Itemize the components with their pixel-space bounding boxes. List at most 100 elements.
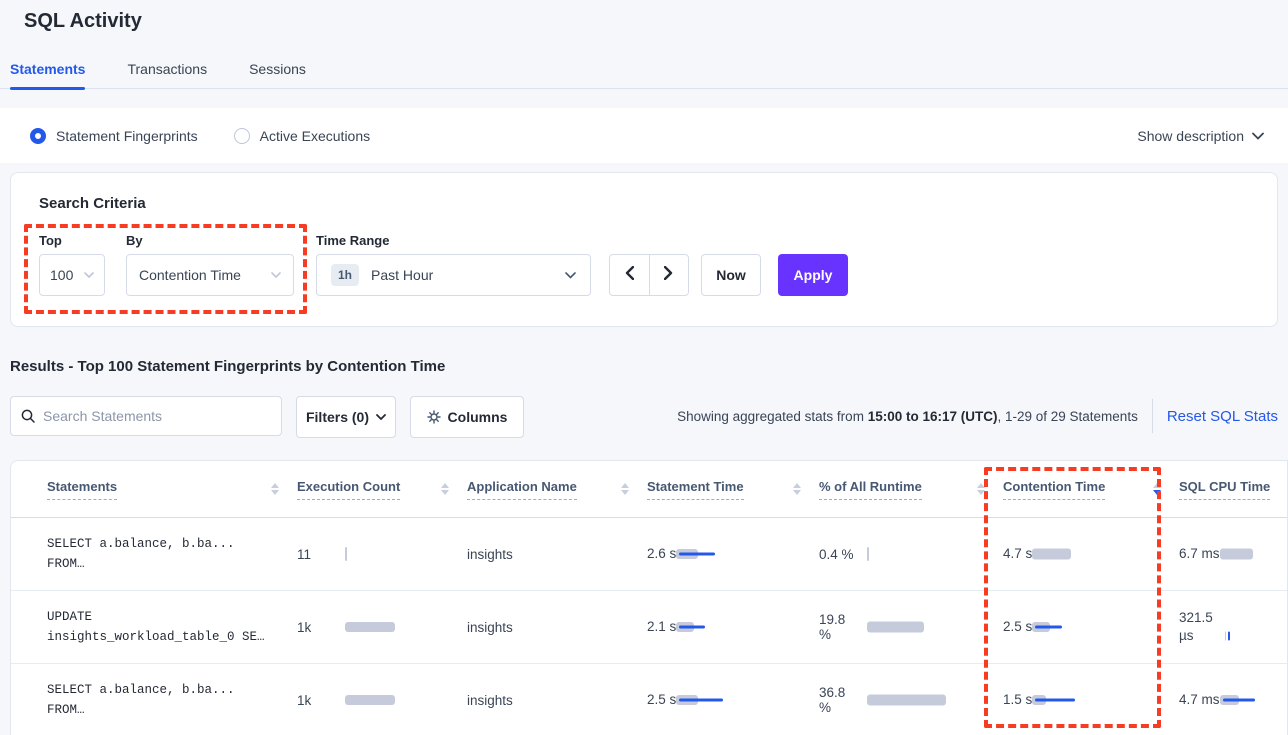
sort-icon	[621, 483, 629, 495]
contention-time-cell: 1.5 s	[1003, 691, 1179, 709]
time-range-badge: 1h	[331, 264, 360, 286]
radio-unselected-icon	[233, 127, 250, 144]
chevron-down-icon	[565, 271, 576, 279]
sort-icon	[271, 483, 279, 495]
runtime-percent-cell: 19.8 %	[819, 612, 1003, 642]
search-criteria-title: Search Criteria	[39, 195, 146, 212]
now-button[interactable]: Now	[701, 254, 761, 296]
tab-bar: Statements Transactions Sessions	[0, 55, 1288, 90]
sql-cpu-time-cell: 6.7 ms	[1179, 545, 1287, 563]
chevron-down-icon	[1252, 132, 1264, 140]
runtime-percent-cell: 0.4 %	[819, 546, 1003, 562]
execution-count-bar	[345, 619, 405, 635]
table-header-row: Statements Execution Count Application N…	[11, 461, 1287, 518]
column-header-statements[interactable]: Statements	[47, 461, 297, 517]
column-label: Contention Time	[1003, 479, 1106, 500]
search-statements-input[interactable]	[43, 408, 271, 424]
time-range-label: Time Range	[316, 233, 390, 248]
column-header-sql-cpu-time[interactable]: SQL CPU Time	[1179, 461, 1287, 517]
top-select-value: 100	[50, 267, 74, 283]
view-toggle-bar: Statement Fingerprints Active Executions…	[0, 108, 1288, 163]
application-name-cell: insights	[467, 546, 513, 562]
statement-time-cell: 2.5 s	[647, 691, 819, 709]
by-select-value: Contention Time	[139, 267, 241, 283]
tab-transactions[interactable]: Transactions	[127, 61, 208, 77]
tab-statements[interactable]: Statements	[10, 55, 86, 90]
table-row: UPDATE insights_workload_table_0 SE… 1k …	[11, 591, 1287, 664]
tab-sessions[interactable]: Sessions	[249, 61, 306, 77]
show-description-toggle[interactable]: Show description	[1137, 128, 1264, 144]
show-description-label: Show description	[1137, 127, 1244, 144]
apply-button[interactable]: Apply	[778, 254, 848, 296]
time-range-value: Past Hour	[371, 267, 434, 283]
column-header-statement-time[interactable]: Statement Time	[647, 461, 819, 517]
by-select[interactable]: Contention Time	[126, 254, 294, 296]
columns-label: Columns	[447, 409, 508, 425]
execution-count-cell: 11	[297, 546, 467, 562]
column-label: SQL CPU Time	[1179, 479, 1271, 500]
table-row: SELECT a.balance, b.ba... FROM… 1k insig…	[11, 664, 1287, 735]
sort-icon	[441, 483, 449, 495]
statement-time-cell: 2.1 s	[647, 618, 819, 636]
radio-selected-icon	[30, 127, 46, 144]
runtime-percent-bar	[867, 546, 927, 562]
filters-button[interactable]: Filters (0)	[296, 396, 396, 438]
divider	[1151, 399, 1153, 433]
chevron-down-icon	[376, 414, 386, 420]
sql-cpu-time-cell: 4.7 ms	[1179, 691, 1287, 709]
radio-active-executions[interactable]: Active Executions	[233, 127, 371, 144]
sort-icon	[977, 483, 985, 495]
column-label: Statement Time	[647, 479, 744, 500]
sql-cpu-time-cell: 321.5 µs	[1179, 609, 1287, 645]
application-name-cell: insights	[467, 692, 513, 708]
column-label: Statements	[47, 479, 118, 500]
radio-statement-fingerprints[interactable]: Statement Fingerprints	[30, 127, 198, 144]
runtime-percent-bar	[867, 619, 927, 635]
column-label: Execution Count	[297, 479, 401, 500]
statement-time-cell: 2.6 s	[647, 545, 819, 563]
column-header-application-name[interactable]: Application Name	[467, 461, 647, 517]
results-heading: Results - Top 100 Statement Fingerprints…	[10, 358, 446, 375]
filters-label: Filters (0)	[305, 409, 369, 425]
column-header-execution-count[interactable]: Execution Count	[297, 461, 467, 517]
top-label: Top	[39, 233, 62, 248]
column-label: % of All Runtime	[819, 479, 922, 500]
chevron-left-icon	[625, 265, 634, 285]
column-header-contention-time[interactable]: Contention Time	[1003, 461, 1179, 517]
by-label: By	[126, 233, 143, 248]
statement-link[interactable]: SELECT a.balance, b.ba... FROM…	[47, 683, 235, 717]
application-name-cell: insights	[467, 619, 513, 635]
contention-time-cell: 4.7 s	[1003, 545, 1179, 563]
chevron-right-icon	[664, 265, 673, 285]
execution-count-cell: 1k	[297, 692, 467, 708]
next-time-button[interactable]	[650, 255, 689, 295]
execution-count-bar	[345, 546, 405, 562]
showing-stats: Showing aggregated stats from 15:00 to 1…	[677, 396, 1278, 436]
contention-time-cell: 2.5 s	[1003, 618, 1179, 636]
sort-icon-active-desc	[1153, 483, 1161, 495]
time-range-select[interactable]: 1h Past Hour	[316, 254, 591, 296]
statement-link[interactable]: SELECT a.balance, b.ba... FROM…	[47, 537, 235, 571]
sort-icon	[793, 483, 801, 495]
time-nav-group	[609, 254, 689, 296]
columns-button[interactable]: Columns	[410, 396, 524, 438]
radio-label: Statement Fingerprints	[56, 127, 198, 144]
page-title: SQL Activity	[24, 10, 142, 32]
column-header-percent-of-all-runtime[interactable]: % of All Runtime	[819, 461, 1003, 517]
reset-sql-stats-link[interactable]: Reset SQL Stats	[1166, 407, 1278, 425]
table-row: SELECT a.balance, b.ba... FROM… 11 insig…	[11, 518, 1287, 591]
execution-count-bar	[345, 692, 405, 708]
search-statements-box	[10, 396, 282, 436]
search-criteria-card: Search Criteria Top 100 By Contention Ti…	[10, 172, 1278, 327]
radio-label: Active Executions	[259, 127, 371, 144]
chevron-down-icon	[84, 272, 94, 278]
runtime-percent-bar	[867, 692, 946, 708]
statements-table: Statements Execution Count Application N…	[10, 460, 1288, 735]
column-label: Application Name	[467, 479, 577, 500]
previous-time-button[interactable]	[610, 255, 650, 295]
top-select[interactable]: 100	[39, 254, 105, 296]
statement-link[interactable]: UPDATE insights_workload_table_0 SE…	[47, 610, 265, 644]
results-controls-row: Filters (0) Columns Showing aggregated s…	[10, 396, 1278, 438]
runtime-percent-cell: 36.8 %	[819, 685, 1003, 715]
